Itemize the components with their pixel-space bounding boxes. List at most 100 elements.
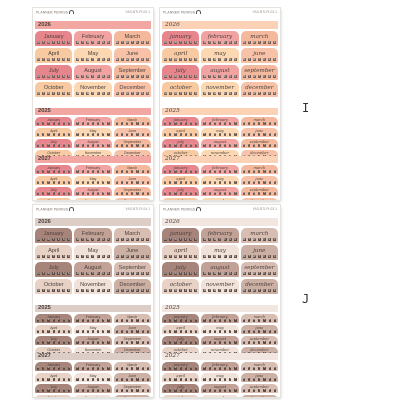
weekday-dot: T bbox=[218, 41, 222, 45]
weekday-dot: S bbox=[102, 192, 105, 195]
month-name: October bbox=[47, 348, 61, 353]
weekday-dot: T bbox=[208, 133, 211, 136]
month-name: february bbox=[212, 118, 228, 123]
weekday-dot: M bbox=[37, 41, 40, 45]
year-bar: 2026 bbox=[35, 218, 151, 226]
weekday-dot: T bbox=[91, 272, 95, 276]
weekday-dot: W bbox=[253, 133, 256, 136]
weekday-dot: T bbox=[91, 367, 95, 370]
weekday-dot: T bbox=[81, 238, 85, 242]
weekday-dot: M bbox=[115, 170, 118, 173]
weekday-dot: T bbox=[81, 122, 84, 125]
month-tab: may M T W T F S S bbox=[201, 48, 239, 63]
weekday-dot: W bbox=[253, 389, 256, 392]
weekday-dot: S bbox=[268, 170, 271, 173]
month-grid: January M T W T F S S February M T W T F S S March M T W T F S… bbox=[35, 362, 151, 397]
weekday-dot: F bbox=[97, 319, 100, 322]
month-tab: august M T W T F S S bbox=[201, 262, 239, 277]
weekday-dot: S bbox=[146, 133, 149, 136]
weekday-dot: T bbox=[208, 255, 212, 259]
weekday-dot: S bbox=[273, 389, 276, 392]
weekday-dot: S bbox=[106, 41, 110, 45]
weekday-dot: M bbox=[115, 122, 118, 125]
weekday-dot: W bbox=[126, 170, 129, 173]
month-name: March bbox=[124, 230, 141, 237]
month-name: November bbox=[74, 199, 111, 200]
month-name: october bbox=[162, 199, 199, 200]
month-tab: january M T W T F S S bbox=[162, 314, 200, 323]
weekday-dot: S bbox=[195, 378, 198, 381]
month-name: february bbox=[212, 315, 228, 320]
weekday-dot: T bbox=[247, 181, 251, 184]
weekday-dot: T bbox=[179, 133, 182, 136]
month-name: november bbox=[205, 84, 235, 91]
weekday-dot: W bbox=[174, 122, 177, 125]
weekday-dot: F bbox=[57, 389, 60, 392]
weekday-dot: S bbox=[195, 330, 198, 333]
weekday-dot: S bbox=[195, 192, 198, 195]
month-name: june bbox=[253, 247, 266, 254]
weekday-dot: M bbox=[242, 75, 246, 79]
weekday-dot: F bbox=[184, 41, 188, 45]
weekday-dot: S bbox=[101, 92, 105, 96]
weekday-dot: T bbox=[208, 389, 211, 392]
month-tab: July M T W T F S S bbox=[35, 65, 73, 80]
weekday-dot: S bbox=[189, 319, 193, 322]
weekday-dot: M bbox=[115, 367, 118, 370]
weekday-dot: S bbox=[107, 378, 110, 381]
weekday-dot: S bbox=[101, 41, 105, 45]
weekday-dot: F bbox=[263, 330, 266, 333]
month-tab: march M T W T F S S bbox=[240, 228, 278, 243]
weekday-dot: S bbox=[145, 289, 149, 293]
weekday-dot: T bbox=[120, 289, 124, 293]
weekday-dot: T bbox=[120, 319, 124, 322]
weekday-dot: M bbox=[164, 255, 167, 259]
weekday-dot: T bbox=[247, 58, 251, 62]
weekday-dot: T bbox=[179, 319, 182, 322]
weekday-dot: T bbox=[81, 378, 84, 381]
weekday-dot: T bbox=[52, 289, 56, 293]
month-name: January bbox=[47, 118, 61, 123]
weekday-dot: S bbox=[107, 319, 110, 322]
month-name: april bbox=[174, 247, 188, 254]
month-name: may bbox=[216, 374, 224, 379]
month-name: July bbox=[50, 188, 57, 193]
weekday-dot: S bbox=[67, 75, 71, 79]
month-name: july bbox=[175, 67, 186, 74]
weekday-dot: S bbox=[140, 92, 144, 96]
weekday-dot: M bbox=[203, 133, 206, 136]
weekday-dot: F bbox=[184, 389, 187, 392]
weekday-dot: F bbox=[136, 341, 139, 344]
weekday-dot: S bbox=[234, 170, 237, 173]
weekday-dot: S bbox=[194, 272, 198, 276]
weekday-dot: T bbox=[218, 170, 222, 173]
weekday-dot: M bbox=[115, 144, 118, 147]
weekday-dot: S bbox=[101, 289, 105, 293]
weekday-dot: T bbox=[81, 133, 84, 136]
weekday-dot: T bbox=[91, 330, 95, 333]
weekday-dot: W bbox=[125, 255, 129, 259]
month-tab: january M T W T F S S bbox=[162, 362, 200, 371]
weekday-dot: S bbox=[62, 170, 66, 173]
weekday-dot: M bbox=[37, 367, 40, 370]
weekday-dot: W bbox=[174, 238, 178, 242]
weekday-dot: S bbox=[228, 272, 232, 276]
weekday-dot: T bbox=[247, 378, 251, 381]
month-name: april bbox=[176, 326, 185, 331]
weekday-dot: T bbox=[120, 192, 124, 195]
weekday-dot: F bbox=[223, 92, 227, 96]
weekday-dot: F bbox=[97, 378, 100, 381]
weekday-dot: S bbox=[267, 289, 271, 293]
